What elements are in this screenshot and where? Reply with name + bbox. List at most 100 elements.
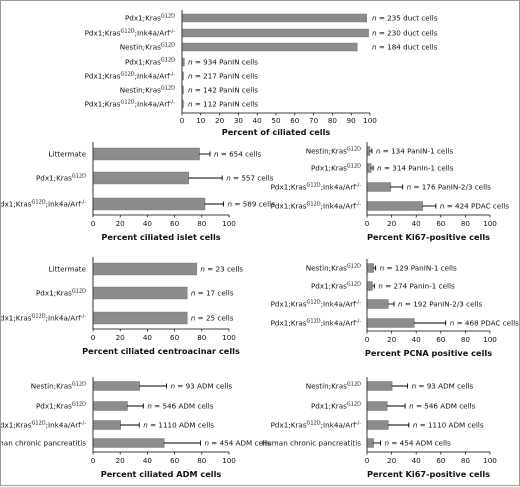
category-label: Littermate (48, 150, 86, 159)
n-annotation: n = 557 cells (226, 174, 274, 183)
n-annotation: n = 134 PanIN-1 cells (376, 147, 453, 156)
x-tick-label: 100 (222, 219, 236, 228)
x-tick-label: 0 (91, 333, 96, 342)
x-tick-label: 40 (143, 219, 153, 228)
category-label: Nestin;KrasG12D​ (31, 382, 86, 391)
n-annotation: n = 546 ADM cells (409, 402, 475, 411)
category-label: Pdx1;KrasG12D​ (125, 58, 175, 67)
bar (367, 263, 374, 273)
x-tick-label: 100 (483, 219, 497, 228)
x-tick-label: 40 (412, 335, 422, 344)
x-tick-label: 0 (91, 219, 96, 228)
x-tick-label: 20 (387, 456, 397, 465)
n-annotation: n = 1110 ADM cells (143, 421, 214, 430)
x-axis-label: Percent Ki67-positive cells (367, 232, 490, 242)
x-tick-label: 80 (461, 219, 471, 228)
x-axis-label: Percent of ciliated cells (222, 127, 331, 137)
category-label: Pdx1;KrasG12D​ (125, 14, 175, 23)
category-label: Pdx1;KrasG12D​;Ink4a/Arf-/-​ (1, 314, 86, 323)
n-annotation: n = 654 cells (214, 150, 262, 159)
category-label: Pdx1;KrasG12D​;Ink4a/Arf-/-​ (271, 319, 362, 328)
n-annotation: n = 192 PanIN-2/3 cells (398, 300, 482, 309)
n-annotation: n = 93 ADM cells (170, 382, 232, 391)
bar (182, 42, 358, 52)
category-label: Nestin;KrasG12D​ (120, 43, 175, 52)
x-tick-label: 80 (197, 219, 207, 228)
x-tick-label: 80 (461, 335, 471, 344)
category-label: Human chronic pancreatitis (1, 439, 86, 448)
x-tick-label: 40 (143, 456, 153, 465)
x-tick-label: 20 (387, 335, 397, 344)
n-annotation: n = 454 ADM cells (204, 439, 270, 448)
x-tick-label: 30 (234, 116, 244, 125)
bar (367, 438, 374, 448)
n-annotation: n = 454 ADM cells (385, 439, 451, 448)
category-label: Nestin;KrasG12D​ (306, 147, 361, 156)
n-annotation: n = 274 PanIn-1 cells (378, 282, 455, 291)
category-label: Pdx1;KrasG12D​;Ink4a/Arf-/-​ (1, 200, 86, 209)
x-tick-label: 60 (170, 456, 180, 465)
n-annotation: n = 468 PDAC cells (450, 319, 519, 328)
x-tick-label: 0 (365, 335, 370, 344)
n-annotation: n = 142 PanIN cells (188, 86, 258, 95)
category-label: Nestin;KrasG12D​ (306, 382, 361, 391)
x-tick-label: 10 (196, 116, 206, 125)
n-annotation: n = 1110 ADM cells (413, 421, 484, 430)
bar (93, 286, 188, 300)
x-axis-label: Percent ciliated islet cells (101, 232, 220, 242)
category-label: Littermate (48, 265, 86, 274)
x-tick-label: 0 (180, 116, 185, 125)
category-label: Pdx1;KrasG12D​;Ink4a/Arf-/-​ (271, 183, 362, 192)
x-axis-label: Percent Ki67-positive cells (367, 469, 490, 479)
bar (182, 71, 184, 81)
n-annotation: n = 176 PanIN-2/3 cells (407, 183, 491, 192)
n-annotation: n = 93 ADM cells (412, 382, 474, 391)
bar (367, 318, 415, 328)
x-tick-label: 80 (328, 116, 338, 125)
category-label: Nestin;KrasG12D​ (306, 264, 361, 273)
x-tick-label: 40 (412, 456, 422, 465)
x-axis-label: Percent ciliated centroacinar cells (82, 346, 240, 356)
category-label: Pdx1;KrasG12D​ (311, 402, 361, 411)
bar (182, 99, 184, 109)
chart-panel-c: 0 20 40 60 80 100 Percent Ki67-positive cells N… (271, 142, 509, 242)
bar (93, 420, 121, 430)
category-label: Pdx1;KrasG12D​ (36, 289, 86, 298)
n-annotation: n = 424 PDAC cells (440, 202, 509, 211)
chart-panel-g: 0 20 40 60 80 100 Percent Ki67-positive cells N… (262, 377, 497, 479)
n-annotation: n = 129 PanIN-1 cells (380, 264, 457, 273)
n-annotation: n = 217 PanIN cells (188, 72, 258, 81)
bar (182, 13, 367, 23)
x-tick-label: 90 (347, 116, 357, 125)
x-tick-label: 40 (412, 219, 422, 228)
bar (93, 197, 206, 211)
x-tick-label: 20 (116, 333, 126, 342)
bar (93, 262, 198, 276)
bar (367, 163, 372, 173)
x-tick-label: 100 (222, 333, 236, 342)
bar (93, 147, 200, 161)
category-label: Pdx1;KrasG12D​ (311, 164, 361, 173)
n-annotation: n = 23 cells (200, 265, 243, 274)
bar (367, 182, 392, 192)
bar (367, 420, 389, 430)
bar (93, 401, 128, 411)
x-tick-label: 60 (170, 333, 180, 342)
n-annotation: n = 589 cells (228, 200, 276, 209)
category-label: Human chronic pancreatitis (262, 439, 361, 448)
category-label: Pdx1;KrasG12D​ (311, 282, 361, 291)
x-tick-label: 0 (365, 456, 370, 465)
n-annotation: n = 17 cells (191, 289, 234, 298)
x-axis-label: Percent ciliated ADM cells (101, 469, 222, 479)
category-label: Pdx1;KrasG12D​;Ink4a/Arf-/-​ (85, 100, 176, 109)
x-tick-label: 50 (271, 116, 281, 125)
x-tick-label: 60 (170, 219, 180, 228)
bar (93, 311, 188, 325)
x-axis-label: Percent PCNA positive cells (365, 348, 492, 358)
x-tick-label: 60 (436, 335, 446, 344)
x-tick-label: 70 (309, 116, 319, 125)
